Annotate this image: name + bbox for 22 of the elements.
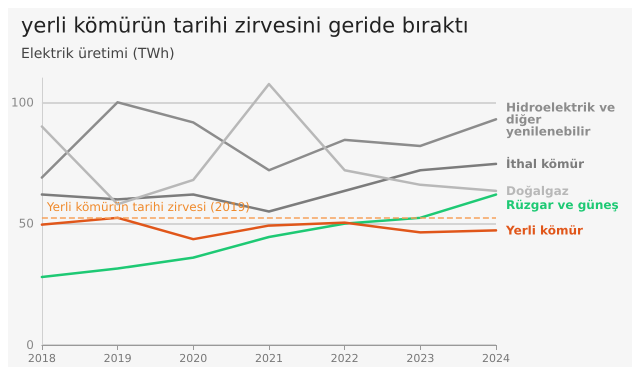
x-tick-label: 2024 (482, 352, 510, 365)
chart-subtitle: Elektrik üretimi (TWh) (21, 46, 175, 62)
chart-title: yerli kömürün tarihi zirvesini geride bıraktı (21, 14, 469, 38)
y-tick-label: 0 (26, 338, 34, 352)
line-series (40, 216, 498, 240)
y-tick-label: 100 (11, 95, 34, 110)
x-tick-label: 2023 (406, 352, 434, 365)
x-tick-label: 2021 (254, 352, 283, 365)
series-label: Doğalgaz (506, 184, 569, 198)
line-series (40, 193, 498, 278)
line-series (40, 162, 498, 213)
ref-line-label: Yerli kömürün tarihi zirvesi (2019) (46, 200, 250, 214)
x-tick-label: 2022 (330, 352, 359, 365)
series-label: İthal kömür (506, 156, 584, 171)
x-tick-label: 2018 (28, 352, 56, 365)
series-label: Rüzgar ve güneş (506, 198, 619, 212)
x-tick-label: 2020 (179, 352, 208, 365)
series-label: Yerli kömür (505, 223, 583, 238)
line-series (40, 101, 498, 179)
y-tick-label: 50 (18, 216, 34, 231)
x-tick-label: 2019 (104, 352, 132, 365)
series-label: Hidroelektrik ve diğer yenilenebilir (506, 100, 620, 138)
